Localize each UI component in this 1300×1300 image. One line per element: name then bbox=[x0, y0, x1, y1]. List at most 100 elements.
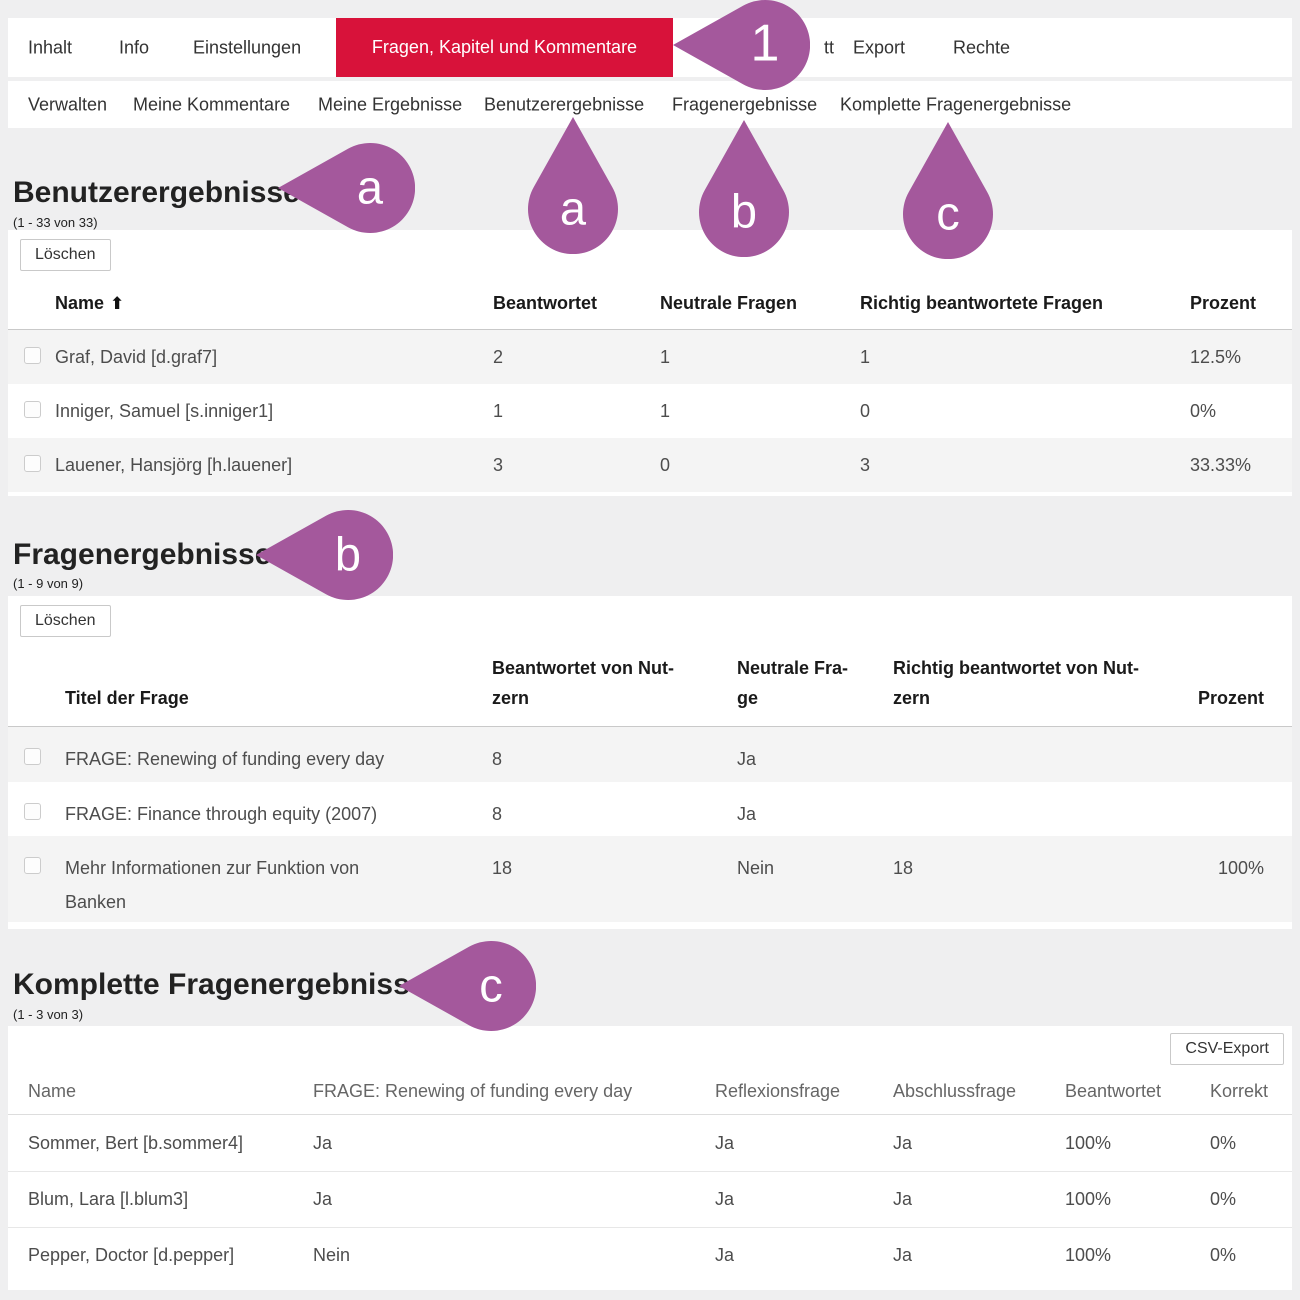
tab-inhalt[interactable]: Inhalt bbox=[28, 37, 73, 57]
result-count-benutzerergebnisse: (1 - 33 von 33) bbox=[13, 215, 98, 230]
column-header-korrekt: Korrekt bbox=[1210, 1080, 1269, 1101]
cell-answered: 3 bbox=[493, 454, 504, 475]
subnav-fragenergebnisse[interactable]: Fragenergebnisse bbox=[672, 94, 818, 114]
cell-final: Ja bbox=[893, 1132, 913, 1153]
subnav-verwalten[interactable]: Verwalten bbox=[28, 94, 108, 114]
cell-percent: 12.5% bbox=[1190, 346, 1242, 367]
cell-correct: 0 bbox=[860, 400, 871, 421]
cell-correct: 3 bbox=[860, 454, 871, 475]
cell-name: Graf, David [d.graf7] bbox=[55, 346, 218, 367]
tab-partially-hidden[interactable]: tt bbox=[824, 37, 835, 57]
row-checkbox[interactable] bbox=[24, 857, 41, 874]
delete-button-questions[interactable]: Löschen bbox=[20, 605, 111, 637]
annotation-callout-b-heading: b bbox=[256, 510, 393, 600]
cell-name: Lauener, Hansjörg [h.lauener] bbox=[55, 454, 293, 475]
cell-correct: 0% bbox=[1210, 1132, 1237, 1153]
subnav-meine-kommentare[interactable]: Meine Kommentare bbox=[133, 94, 291, 114]
teardrop-left-icon bbox=[399, 941, 536, 1031]
column-header-name: Name bbox=[28, 1080, 77, 1101]
subnav-komplette-fragenergebnisse[interactable]: Komplette Fragenergebnisse bbox=[840, 94, 1072, 114]
cell-correct: 1 bbox=[860, 346, 871, 367]
cell-reflection: Ja bbox=[715, 1245, 735, 1265]
column-header-neutrale-fragen[interactable]: Neutrale Fragen bbox=[660, 292, 798, 313]
callout-label: b bbox=[334, 527, 362, 581]
callout-label: a bbox=[356, 160, 384, 214]
subnav-benutzerergebnisse[interactable]: Benutzerergebnisse bbox=[484, 94, 645, 114]
row-checkbox[interactable] bbox=[24, 803, 41, 820]
callout-label: c bbox=[936, 186, 960, 240]
cell-correct: 18 bbox=[893, 858, 914, 878]
column-header-titel-der-frage[interactable]: Titel der Frage bbox=[65, 688, 189, 708]
column-header-abschlussfrage: Abschlussfrage bbox=[893, 1080, 1017, 1101]
cell-question: Ja bbox=[313, 1132, 333, 1153]
row-checkbox[interactable] bbox=[24, 455, 41, 472]
cell-question: Nein bbox=[313, 1245, 351, 1265]
annotation-callout-1: 1 bbox=[673, 0, 810, 90]
row-checkbox[interactable] bbox=[24, 401, 41, 418]
csv-export-button[interactable]: CSV-Export bbox=[1170, 1033, 1284, 1065]
teardrop-up-icon bbox=[903, 122, 993, 259]
row-checkbox[interactable] bbox=[24, 748, 41, 765]
cell-name: Inniger, Samuel [s.inniger1] bbox=[55, 400, 274, 421]
cell-neutral: Ja bbox=[737, 749, 757, 769]
cell-reflection: Ja bbox=[715, 1189, 735, 1209]
annotation-callout-a-heading: a bbox=[278, 143, 415, 233]
cell-name: Blum, Lara [l.blum3] bbox=[28, 1189, 189, 1209]
result-count-komplette: (1 - 3 von 3) bbox=[13, 1007, 84, 1022]
section-title-komplette-fragenergebnisse: Komplette Fragenergebnisse bbox=[13, 968, 427, 1001]
row-checkbox[interactable] bbox=[24, 347, 41, 364]
column-header-neutrale-frage[interactable]: Neutrale Fra- ge bbox=[737, 658, 849, 708]
tab-info[interactable]: Info bbox=[119, 37, 150, 57]
table-row: Mehr Informationen zur Funktion von Bank… bbox=[8, 836, 1292, 922]
cell-final: Ja bbox=[893, 1189, 913, 1209]
teardrop-left-icon bbox=[278, 143, 415, 233]
top-nav: Inhalt Info Einstellungen Fragen, Kapite… bbox=[8, 18, 1292, 77]
cell-answered: 100% bbox=[1065, 1245, 1112, 1265]
tab-einstellungen[interactable]: Einstellungen bbox=[193, 37, 302, 57]
tab-rechte[interactable]: Rechte bbox=[953, 37, 1011, 57]
section-title-fragenergebnisse: Fragenergebnisse bbox=[13, 538, 272, 571]
tab-export[interactable]: Export bbox=[853, 37, 906, 57]
complete-results-panel: CSV-Export Name FRAGE: Renewing of fundi… bbox=[8, 1026, 1292, 1290]
teardrop-up-icon bbox=[699, 120, 789, 257]
cell-question-title: Mehr Informationen zur Funktion von Bank… bbox=[65, 858, 360, 912]
subnav-meine-ergebnisse[interactable]: Meine Ergebnisse bbox=[318, 94, 463, 114]
teardrop-left-icon bbox=[256, 510, 393, 600]
column-header-name[interactable]: Name ⬆ bbox=[55, 292, 125, 313]
cell-correct: 0% bbox=[1210, 1189, 1237, 1209]
column-header-beantwortet-von-nutzern[interactable]: Beantwortet von Nut- zern bbox=[492, 658, 674, 708]
sort-ascending-icon: ⬆ bbox=[110, 293, 125, 313]
column-header-richtig-beantwortete[interactable]: Richtig beantwortete Fragen bbox=[860, 292, 1104, 313]
cell-question-title: FRAGE: Finance through equity (2007) bbox=[65, 804, 378, 824]
cell-final: Ja bbox=[893, 1245, 913, 1265]
section-title-benutzerergebnisse: Benutzerergebnisse bbox=[13, 176, 300, 209]
cell-name: Pepper, Doctor [d.pepper] bbox=[28, 1245, 235, 1265]
callout-label: 1 bbox=[750, 14, 780, 73]
cell-percent: 33.33% bbox=[1190, 454, 1252, 475]
column-header-prozent[interactable]: Prozent bbox=[1197, 688, 1264, 708]
column-header-beantwortet[interactable]: Beantwortet bbox=[493, 292, 598, 313]
cell-correct: 0% bbox=[1210, 1245, 1237, 1265]
cell-answered: 8 bbox=[492, 804, 503, 824]
cell-question: Ja bbox=[313, 1189, 333, 1209]
cell-percent: 0% bbox=[1190, 400, 1217, 421]
column-header-prozent[interactable]: Prozent bbox=[1190, 292, 1257, 313]
annotation-callout-b-nav: b bbox=[699, 120, 789, 257]
column-header-reflexionsfrage: Reflexionsfrage bbox=[715, 1080, 841, 1101]
result-count-fragenergebnisse: (1 - 9 von 9) bbox=[13, 576, 84, 591]
column-header-frage-renewing: FRAGE: Renewing of funding every day bbox=[313, 1080, 633, 1101]
annotation-callout-a-nav: a bbox=[528, 117, 618, 254]
callout-label: c bbox=[479, 958, 503, 1012]
table-row: FRAGE: Renewing of funding every day 8 J… bbox=[8, 727, 1292, 782]
question-results-panel: Löschen Titel der Frage Beantwortet von … bbox=[8, 596, 1292, 929]
annotation-callout-c-nav: c bbox=[903, 122, 993, 259]
tab-fragen-kapitel-kommentare[interactable]: Fragen, Kapitel und Kommentare bbox=[336, 18, 673, 77]
column-header-richtig-beantwortet[interactable]: Richtig beantwortet von Nut- zern bbox=[893, 658, 1139, 708]
delete-button-users[interactable]: Löschen bbox=[20, 239, 111, 271]
cell-name: Sommer, Bert [b.sommer4] bbox=[28, 1132, 244, 1153]
cell-percent: 100% bbox=[1217, 858, 1264, 878]
cell-answered: 100% bbox=[1065, 1132, 1112, 1153]
teardrop-left-icon bbox=[673, 0, 810, 90]
annotation-callout-c-heading: c bbox=[399, 941, 536, 1031]
callout-label: a bbox=[559, 181, 587, 235]
